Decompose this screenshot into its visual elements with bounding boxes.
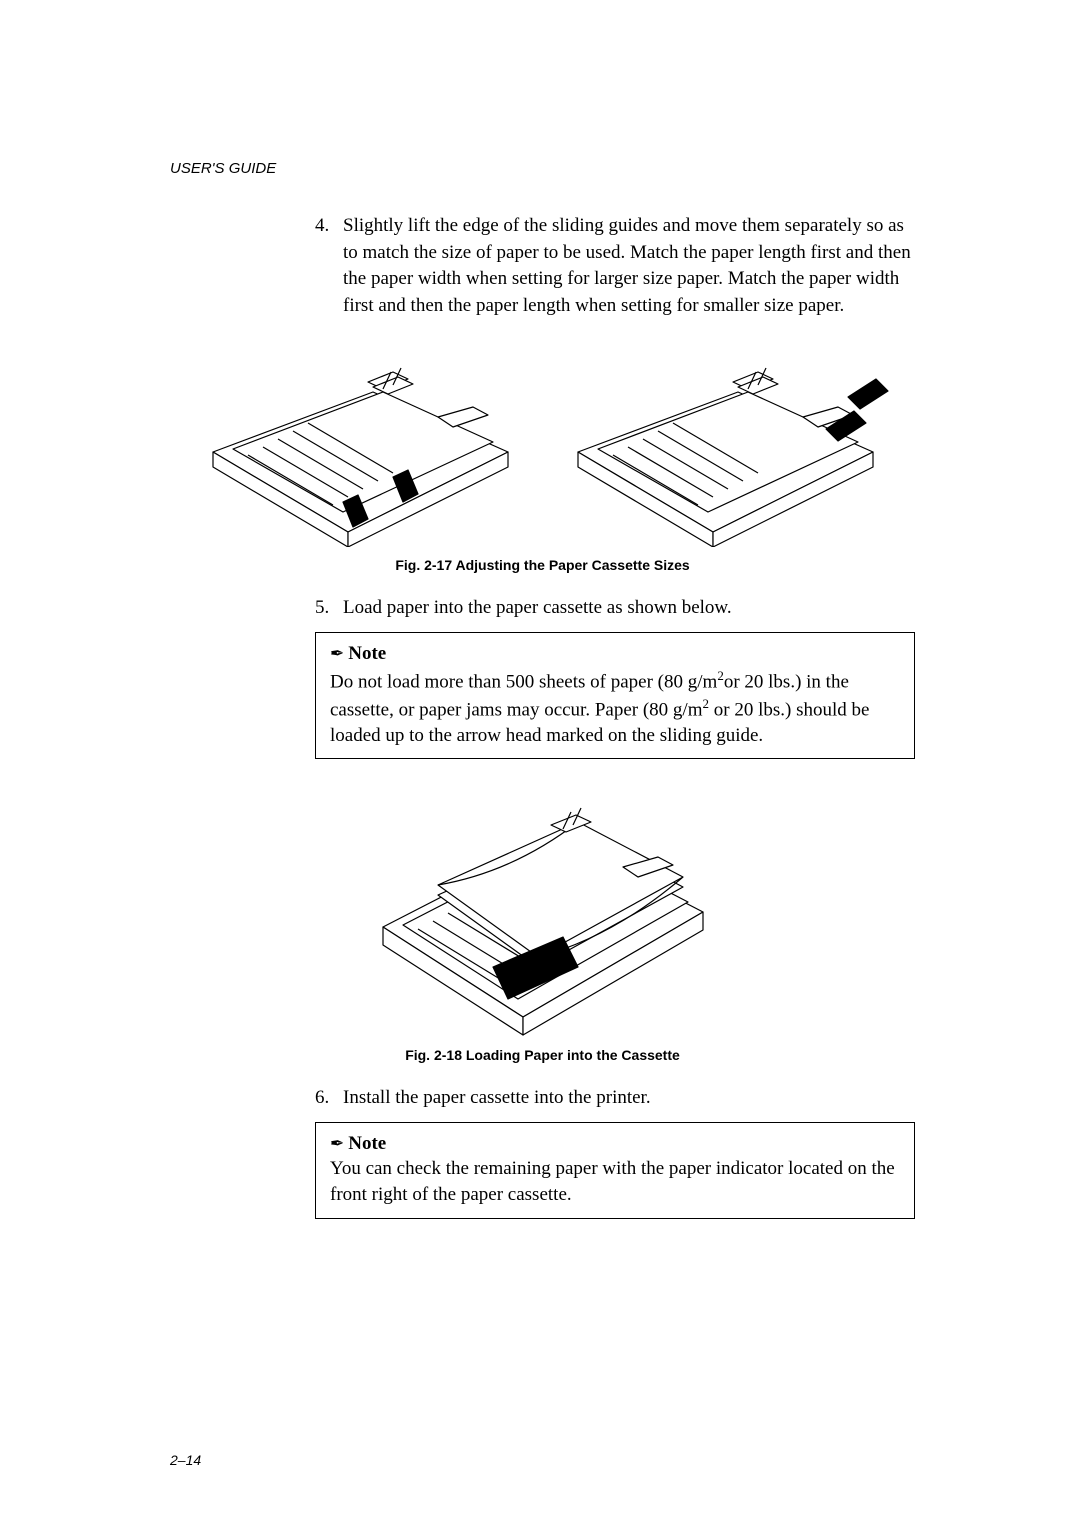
pen-icon: ✒ bbox=[330, 644, 342, 663]
figure-2-18 bbox=[170, 777, 915, 1037]
figure-2-17-caption: Fig. 2-17 Adjusting the Paper Cassette S… bbox=[170, 557, 915, 573]
step-5-text: Load paper into the paper cassette as sh… bbox=[343, 595, 915, 622]
note-2-text: You can check the remaining paper with t… bbox=[330, 1156, 900, 1207]
step-4-number: 4. bbox=[315, 213, 343, 319]
note-1-title: Note bbox=[348, 643, 386, 664]
step-4-text: Slightly lift the edge of the sliding gu… bbox=[343, 213, 915, 319]
note-1-text: Do not load more than 500 sheets of pape… bbox=[330, 667, 900, 749]
cassette-adjust-right-illustration bbox=[558, 337, 893, 547]
figure-2-17 bbox=[170, 337, 915, 547]
step-5-number: 5. bbox=[315, 595, 343, 622]
running-header: USER'S GUIDE bbox=[170, 160, 915, 177]
note-2-title: Note bbox=[348, 1133, 386, 1154]
figure-2-18-caption: Fig. 2-18 Loading Paper into the Cassett… bbox=[170, 1047, 915, 1063]
note-box-1: ✒ Note Do not load more than 500 sheets o… bbox=[315, 632, 915, 759]
cassette-load-paper-illustration bbox=[363, 777, 723, 1037]
step-6: 6. Install the paper cassette into the p… bbox=[315, 1085, 915, 1112]
pen-icon: ✒ bbox=[330, 1134, 342, 1153]
step-6-text: Install the paper cassette into the prin… bbox=[343, 1085, 915, 1112]
step-6-number: 6. bbox=[315, 1085, 343, 1112]
step-5: 5. Load paper into the paper cassette as… bbox=[315, 595, 915, 622]
step-4: 4. Slightly lift the edge of the sliding… bbox=[315, 213, 915, 319]
note-box-2: ✒ Note You can check the remaining paper … bbox=[315, 1122, 915, 1219]
page-number: 2–14 bbox=[170, 1452, 201, 1468]
cassette-adjust-left-illustration bbox=[193, 337, 528, 547]
